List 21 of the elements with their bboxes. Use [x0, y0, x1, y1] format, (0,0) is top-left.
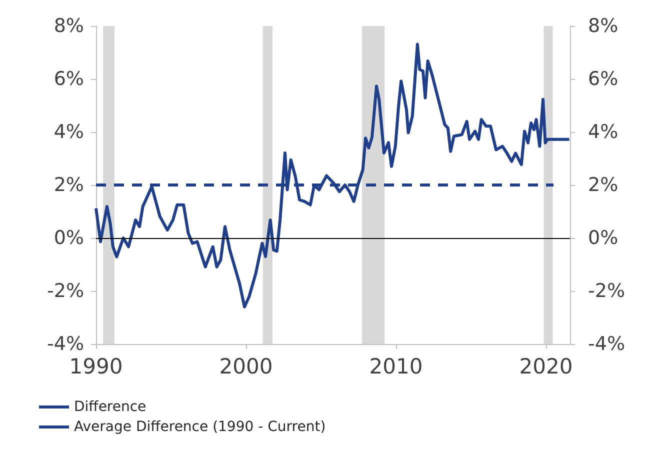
- y-tick-label: 8%: [54, 15, 84, 37]
- y-tick-label: 2%: [54, 174, 84, 196]
- line-series: [94, 42, 571, 308]
- legend-label: Difference: [74, 399, 146, 415]
- x-tick-label: 2000: [219, 354, 273, 378]
- y2-tick-label: 0%: [588, 227, 618, 249]
- y2-tick-label: -2%: [588, 280, 625, 302]
- x-tick-label: 1990: [69, 354, 123, 378]
- x-tick-label: 2020: [519, 354, 573, 378]
- y-tick-label: 4%: [54, 121, 84, 143]
- x-tick-label: 2010: [369, 354, 423, 378]
- y2-tick-label: 4%: [588, 121, 618, 143]
- y-tick-label: 0%: [54, 227, 84, 249]
- y2-tick-label: -4%: [588, 333, 625, 355]
- y2-tick-label: 8%: [588, 15, 618, 37]
- y-tick-label: -4%: [47, 333, 84, 355]
- y2-tick-label: 6%: [588, 68, 618, 90]
- y-tick-label: -2%: [47, 280, 84, 302]
- legend-label: Average Difference (1990 - Current): [74, 419, 326, 435]
- y2-tick-label: 2%: [588, 174, 618, 196]
- y-tick-label: 6%: [54, 68, 84, 90]
